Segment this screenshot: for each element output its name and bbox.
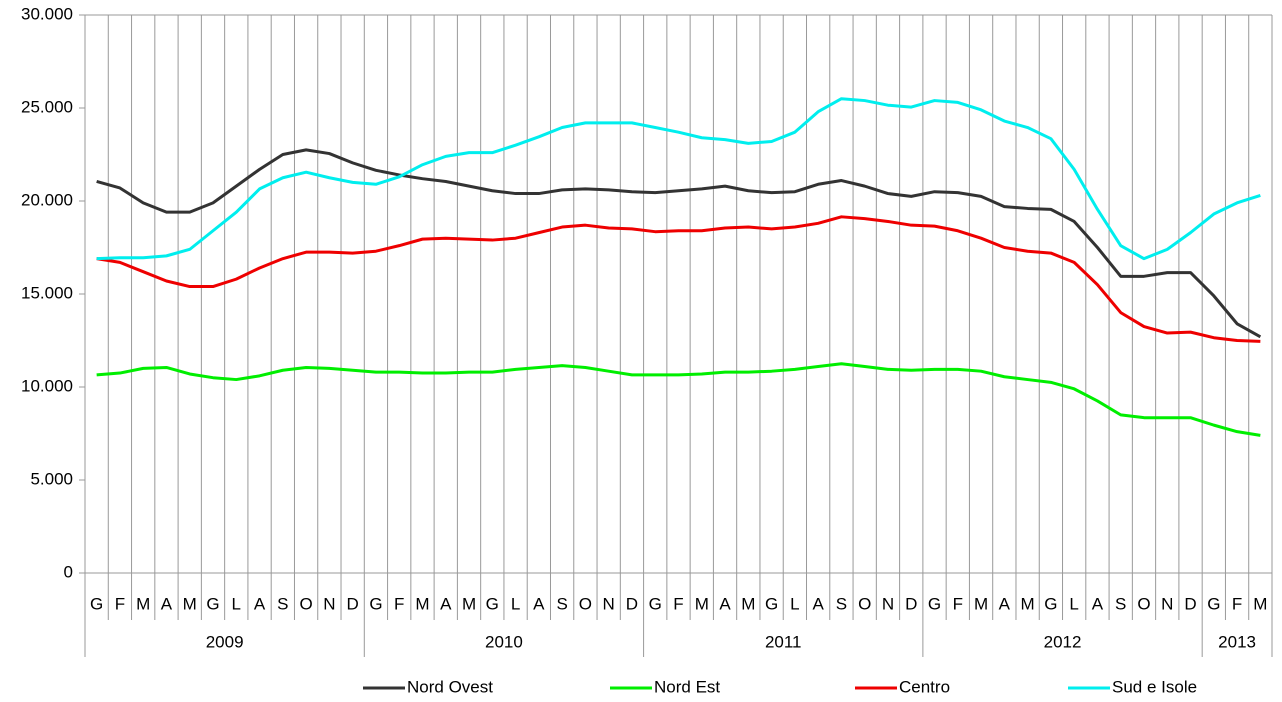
series-line xyxy=(96,362,1261,437)
y-tick-label: 30.000 xyxy=(21,4,73,23)
x-tick-label: L xyxy=(511,594,520,613)
series-line xyxy=(96,148,1262,339)
x-tick-label: G xyxy=(928,594,941,613)
legend-label: Nord Est xyxy=(654,677,720,696)
x-tick-label: M xyxy=(1253,594,1267,613)
x-tick-label: S xyxy=(556,594,567,613)
legend-label: Centro xyxy=(899,677,950,696)
x-tick-label: M xyxy=(974,594,988,613)
series-line xyxy=(96,215,1261,343)
year-label: 2012 xyxy=(1044,632,1082,651)
x-tick-label: G xyxy=(1044,594,1057,613)
x-tick-label: G xyxy=(369,594,382,613)
x-tick-label: G xyxy=(649,594,662,613)
x-tick-label: L xyxy=(1069,594,1078,613)
x-tick-label: G xyxy=(765,594,778,613)
x-tick-label: N xyxy=(603,594,615,613)
x-tick-label: M xyxy=(183,594,197,613)
x-tick-label: D xyxy=(626,594,638,613)
x-tick-label: L xyxy=(232,594,241,613)
x-tick-label: N xyxy=(323,594,335,613)
x-tick-label: A xyxy=(161,594,173,613)
x-tick-label: A xyxy=(812,594,824,613)
x-tick-label: A xyxy=(533,594,545,613)
x-tick-label: O xyxy=(579,594,592,613)
x-tick-label: F xyxy=(953,594,963,613)
year-label: 2009 xyxy=(206,632,244,651)
x-tick-label: F xyxy=(1232,594,1242,613)
x-tick-label: D xyxy=(347,594,359,613)
series-line xyxy=(96,97,1261,261)
y-tick-label: 15.000 xyxy=(21,283,73,302)
x-tick-label: S xyxy=(836,594,847,613)
year-label: 2011 xyxy=(765,632,802,651)
x-tick-label: M xyxy=(741,594,755,613)
x-tick-label: D xyxy=(1184,594,1196,613)
x-tick-label: G xyxy=(90,594,103,613)
y-tick-label: 25.000 xyxy=(21,97,73,116)
x-tick-label: A xyxy=(254,594,266,613)
x-tick-label: G xyxy=(486,594,499,613)
x-tick-label: N xyxy=(882,594,894,613)
x-tick-label: O xyxy=(299,594,312,613)
x-tick-label: D xyxy=(905,594,917,613)
x-tick-label: M xyxy=(462,594,476,613)
x-tick-label: S xyxy=(1115,594,1126,613)
y-tick-label: 10.000 xyxy=(21,376,73,395)
x-tick-label: N xyxy=(1161,594,1173,613)
year-label: 2013 xyxy=(1218,632,1256,651)
x-tick-label: S xyxy=(277,594,288,613)
x-tick-label: O xyxy=(1137,594,1150,613)
y-tick-label: 5.000 xyxy=(30,469,73,488)
x-tick-label: M xyxy=(695,594,709,613)
x-tick-label: A xyxy=(440,594,452,613)
x-tick-label: F xyxy=(394,594,404,613)
x-tick-label: F xyxy=(115,594,125,613)
x-tick-label: A xyxy=(719,594,731,613)
y-tick-label: 20.000 xyxy=(21,190,73,209)
x-tick-label: G xyxy=(206,594,219,613)
y-tick-label: 0 xyxy=(64,562,73,581)
x-tick-label: A xyxy=(1092,594,1104,613)
x-tick-label: G xyxy=(1207,594,1220,613)
x-tick-label: L xyxy=(790,594,799,613)
year-label: 2010 xyxy=(485,632,523,651)
x-tick-label: M xyxy=(415,594,429,613)
x-tick-label: A xyxy=(999,594,1011,613)
x-tick-label: O xyxy=(858,594,871,613)
x-tick-label: M xyxy=(1021,594,1035,613)
x-tick-label: F xyxy=(673,594,683,613)
x-tick-label: M xyxy=(136,594,150,613)
legend-label: Nord Ovest xyxy=(407,677,493,696)
legend-label: Sud e Isole xyxy=(1112,677,1197,696)
